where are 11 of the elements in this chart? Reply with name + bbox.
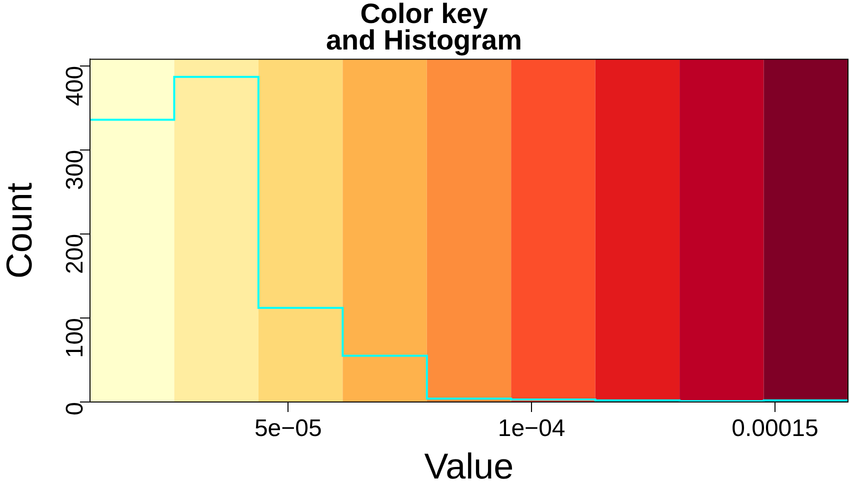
x-tick-label: 0.00015: [732, 415, 818, 442]
x-tick-label: 1e−04: [498, 415, 566, 442]
chart-title: Color key and Histogram: [326, 0, 522, 56]
x-axis-title: Value: [424, 445, 514, 486]
y-tick-label: 100: [62, 318, 89, 358]
y-tick-label: 200: [62, 234, 89, 274]
y-tick-label: 400: [62, 66, 89, 106]
y-tick-label: 300: [62, 150, 89, 190]
x-tick-label: 5e−05: [254, 415, 322, 442]
y-tick-label: 0: [62, 402, 89, 416]
y-axis-title: Count: [0, 182, 40, 279]
